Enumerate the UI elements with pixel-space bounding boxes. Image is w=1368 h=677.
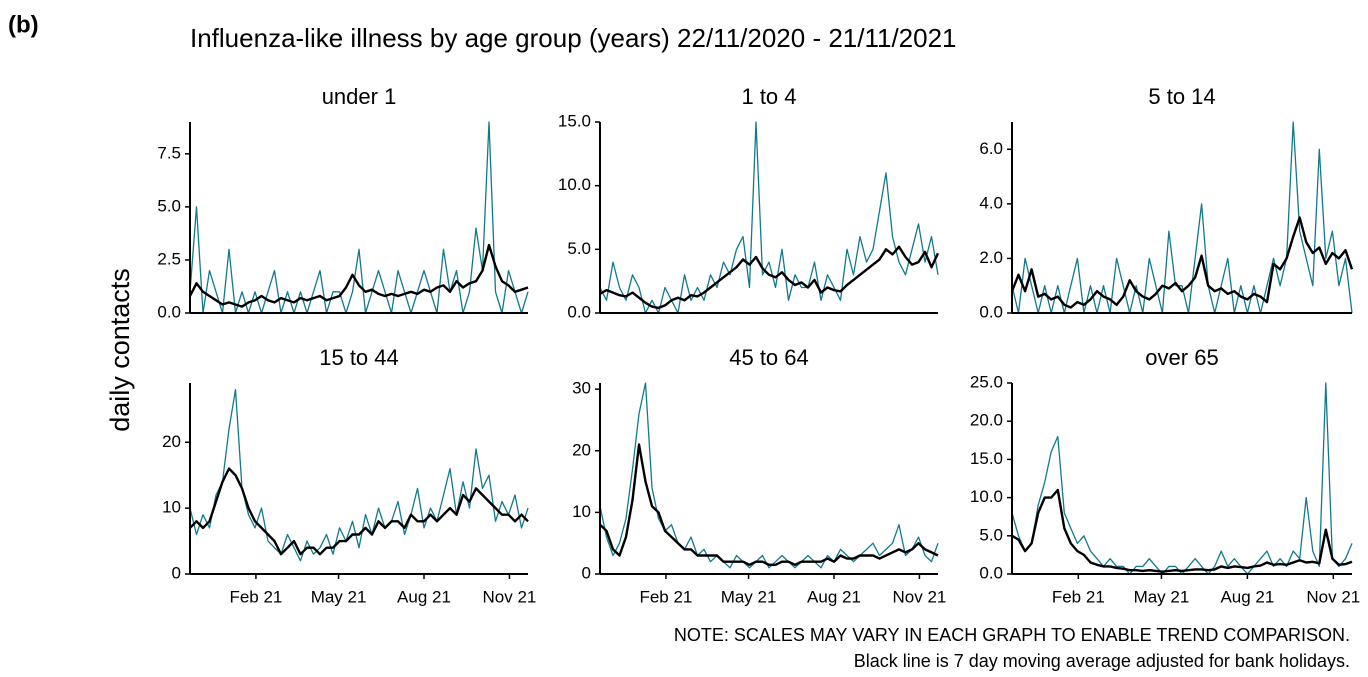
series-line	[1011, 382, 1353, 575]
x-tick-label: May 21	[721, 587, 777, 606]
panel-title: 1 to 4	[741, 84, 796, 109]
y-tick-label: 10.0	[970, 487, 1003, 506]
x-tick-label: Feb 21	[639, 587, 692, 606]
panel-title: 45 to 64	[729, 345, 809, 370]
panel-title: 15 to 44	[319, 345, 399, 370]
x-tick-label: Aug 21	[1220, 587, 1274, 606]
y-tick-label: 5.0	[157, 196, 181, 215]
y-tick-label: 0	[582, 563, 591, 582]
y-tick-label: 20.0	[970, 411, 1003, 430]
series-line	[1011, 488, 1353, 573]
panel-label: (b)	[8, 11, 39, 38]
y-tick-label: 7.5	[157, 143, 181, 162]
series-line	[189, 121, 529, 314]
y-tick-label: 5.0	[979, 525, 1003, 544]
panel-title: 5 to 14	[1148, 84, 1215, 109]
y-tick-label: 20	[162, 432, 181, 451]
series-line	[1011, 121, 1353, 314]
series-line	[189, 467, 529, 556]
series-line	[599, 121, 939, 314]
series-line	[188, 243, 529, 308]
x-tick-label: May 21	[1134, 587, 1190, 606]
y-tick-label: 0.0	[157, 302, 181, 321]
y-tick-label: 0	[172, 563, 181, 582]
y-tick-label: 2.0	[979, 248, 1003, 267]
chart-title: Influenza-like illness by age group (yea…	[190, 23, 957, 53]
y-tick-label: 20	[572, 440, 591, 459]
series-line	[599, 443, 939, 566]
x-tick-label: Nov 21	[482, 587, 536, 606]
series-line	[189, 388, 529, 562]
y-tick-label: 0.0	[979, 302, 1003, 321]
x-tick-label: Feb 21	[229, 587, 282, 606]
y-tick-label: 6.0	[979, 139, 1003, 158]
panel-title: under 1	[322, 84, 397, 109]
note: Black line is 7 day moving average adjus…	[854, 651, 1350, 671]
y-tick-label: 15.0	[970, 449, 1003, 468]
note: NOTE: SCALES MAY VARY IN EACH GRAPH TO E…	[674, 625, 1350, 645]
y-tick-label: 2.5	[157, 249, 181, 268]
y-tick-label: 10	[162, 498, 181, 517]
y-axis-label: daily contacts	[105, 268, 135, 432]
x-tick-label: Nov 21	[892, 587, 946, 606]
y-tick-label: 25.0	[970, 372, 1003, 391]
x-tick-label: Feb 21	[1052, 587, 1105, 606]
y-tick-label: 0.0	[979, 563, 1003, 582]
y-tick-label: 15.0	[558, 111, 591, 130]
y-tick-label: 5.0	[567, 239, 591, 258]
y-tick-label: 4.0	[979, 193, 1003, 212]
y-tick-label: 10	[572, 502, 591, 521]
x-tick-label: Nov 21	[1306, 587, 1360, 606]
x-tick-label: Aug 21	[807, 587, 861, 606]
series-line	[1010, 216, 1354, 309]
x-tick-label: May 21	[311, 587, 367, 606]
series-line	[599, 382, 939, 569]
series-line	[599, 245, 940, 310]
y-tick-label: 0.0	[567, 302, 591, 321]
y-tick-label: 30	[572, 379, 591, 398]
x-tick-label: Aug 21	[397, 587, 451, 606]
y-tick-label: 10.0	[558, 175, 591, 194]
panel-title: over 65	[1145, 345, 1218, 370]
